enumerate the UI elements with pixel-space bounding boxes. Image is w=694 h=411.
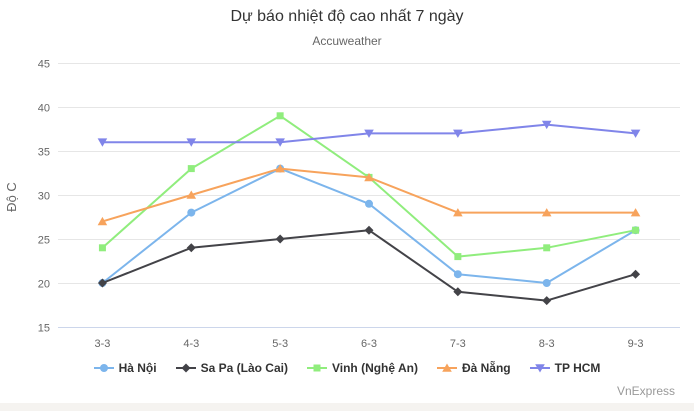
data-point-marker[interactable]	[543, 244, 551, 252]
y-tick-label: 35	[38, 147, 50, 159]
series-da-nang	[97, 164, 641, 226]
legend-item-label: TP HCM	[554, 361, 601, 375]
y-tick-label: 15	[38, 323, 50, 335]
credit-text: VnExpress	[616, 384, 675, 398]
bottom-strip	[0, 403, 694, 411]
chart-subtitle: Accuweather	[312, 34, 382, 48]
data-point-marker[interactable]	[364, 129, 374, 138]
data-point-marker[interactable]	[97, 278, 107, 288]
legend-item-label: Đà Nẵng	[461, 361, 511, 375]
data-point-marker[interactable]	[632, 226, 640, 234]
legend-triangle-down-glyph	[534, 364, 545, 373]
data-point-marker[interactable]	[453, 287, 463, 297]
chart-title: Dự báo nhiệt độ cao nhất 7 ngày	[230, 8, 464, 25]
legend: Hà Nội Sa Pa (Lào Cai) Vinh (Nghệ An) Đà Nẵ…	[0, 361, 694, 375]
data-point-marker[interactable]	[364, 225, 374, 235]
legend-diamond-glyph	[181, 363, 191, 373]
legend-item-ha-noi[interactable]: Hà Nội	[93, 361, 157, 375]
legend-square-glyph	[313, 364, 321, 372]
data-point-marker[interactable]	[631, 269, 641, 279]
data-point-marker[interactable]	[186, 190, 197, 199]
data-point-marker[interactable]	[275, 138, 285, 147]
y-tick-label: 30	[38, 191, 50, 203]
data-point-marker[interactable]	[541, 120, 552, 130]
data-point-marker[interactable]	[276, 112, 284, 120]
data-point-marker[interactable]	[541, 208, 552, 217]
legend-diamond-icon	[175, 363, 196, 373]
data-point-marker[interactable]	[453, 208, 463, 217]
y-tick-label: 25	[38, 235, 50, 247]
data-point-marker[interactable]	[542, 296, 552, 306]
legend-triangle-down-icon	[529, 364, 550, 373]
data-point-marker[interactable]	[186, 138, 197, 147]
legend-square-icon	[306, 364, 327, 372]
x-tick-label: 7-3	[450, 338, 466, 350]
legend-circle-glyph	[99, 364, 108, 372]
y-tick-label: 40	[38, 103, 50, 115]
series-line	[101, 229, 637, 302]
legend-circle-icon	[93, 364, 114, 372]
legend-triangle-icon	[436, 363, 457, 372]
data-point-marker[interactable]	[187, 165, 195, 173]
series-sa-pa-lao-cai	[97, 225, 641, 306]
data-point-marker[interactable]	[365, 199, 373, 208]
data-point-marker[interactable]	[187, 208, 196, 217]
data-point-marker[interactable]	[97, 216, 108, 226]
data-point-marker[interactable]	[98, 244, 106, 252]
data-point-marker[interactable]	[186, 243, 196, 253]
data-point-marker[interactable]	[97, 138, 108, 147]
legend-item-vinh-nghe-an[interactable]: Vinh (Nghệ An)	[306, 361, 418, 375]
data-point-marker[interactable]	[542, 279, 551, 287]
x-tick-label: 8-3	[539, 338, 555, 350]
legend-item-label: Vinh (Nghệ An)	[331, 361, 418, 375]
legend-item-tp-hcm[interactable]: TP HCM	[529, 361, 601, 375]
data-point-marker[interactable]	[630, 208, 641, 217]
y-tick-label: 20	[38, 279, 50, 291]
x-tick-label: 4-3	[183, 338, 199, 350]
y-tick-label: 45	[38, 59, 50, 71]
x-tick-label: 5-3	[272, 338, 288, 350]
data-point-marker[interactable]	[453, 129, 463, 138]
series-tp-hcm	[97, 120, 641, 147]
data-point-marker[interactable]	[275, 164, 285, 173]
data-point-marker[interactable]	[454, 253, 462, 261]
data-point-marker[interactable]	[364, 172, 374, 182]
data-point-marker[interactable]	[453, 270, 462, 279]
x-tick-label: 9-3	[628, 338, 644, 350]
legend-item-sa-pa-lao-cai[interactable]: Sa Pa (Lào Cai)	[175, 361, 288, 375]
legend-item-label: Hà Nội	[118, 361, 157, 375]
legend-triangle-glyph	[442, 363, 452, 372]
x-tick-label: 6-3	[361, 338, 377, 350]
legend-item-da-nang[interactable]: Đà Nẵng	[436, 361, 511, 375]
data-point-marker[interactable]	[275, 234, 285, 244]
x-tick-label: 3-3	[94, 338, 110, 350]
legend-item-label: Sa Pa (Lào Cai)	[200, 361, 288, 375]
data-point-marker[interactable]	[630, 129, 641, 138]
